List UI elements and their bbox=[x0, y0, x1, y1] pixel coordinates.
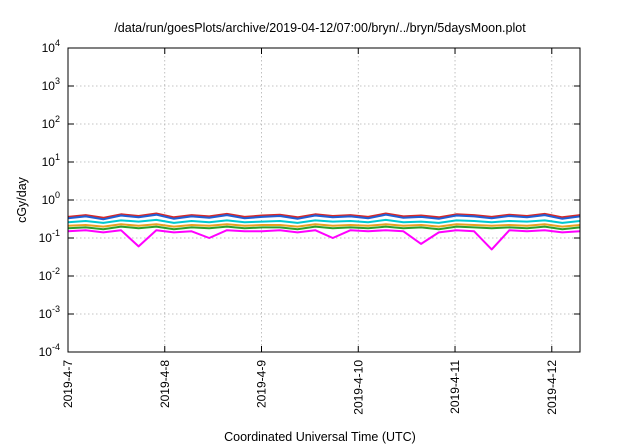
y-axis: 104 103 102 101 100 10-1 10-2 10-3 10-4 bbox=[39, 38, 580, 359]
series-line-6 bbox=[67, 229, 581, 251]
series-line-5 bbox=[67, 225, 581, 231]
series-line-3 bbox=[67, 218, 581, 224]
y-tick-label: 104 bbox=[42, 38, 60, 55]
y-tick-label: 101 bbox=[42, 152, 60, 169]
y-tick-label: 100 bbox=[42, 190, 60, 207]
x-tick-label: 2019-4-12 bbox=[545, 360, 559, 415]
chart-title: /data/run/goesPlots/archive/2019-04-12/0… bbox=[114, 21, 526, 35]
x-axis: 2019-4-7 2019-4-8 2019-4-9 2019-4-10 2019-4-… bbox=[61, 48, 559, 415]
y-tick-label: 10-2 bbox=[39, 266, 60, 283]
x-tick-label: 2019-4-11 bbox=[448, 360, 462, 414]
series-layer bbox=[67, 212, 581, 251]
x-tick-label: 2019-4-7 bbox=[61, 360, 75, 408]
y-tick-label: 10-4 bbox=[39, 342, 60, 359]
x-tick-label: 2019-4-10 bbox=[351, 360, 365, 415]
x-axis-label: Coordinated Universal Time (UTC) bbox=[224, 430, 416, 444]
series-line-4 bbox=[67, 223, 581, 228]
series-line-1 bbox=[67, 212, 581, 219]
y-tick-label: 103 bbox=[42, 76, 60, 93]
x-tick-label: 2019-4-8 bbox=[158, 360, 172, 408]
series-line-2 bbox=[67, 213, 581, 221]
y-tick-label: 102 bbox=[42, 114, 60, 131]
y-axis-label: cGy/day bbox=[15, 176, 29, 223]
y-tick-label: 10-1 bbox=[39, 228, 60, 245]
y-tick-label: 10-3 bbox=[39, 304, 60, 321]
x-tick-label: 2019-4-9 bbox=[255, 360, 269, 408]
